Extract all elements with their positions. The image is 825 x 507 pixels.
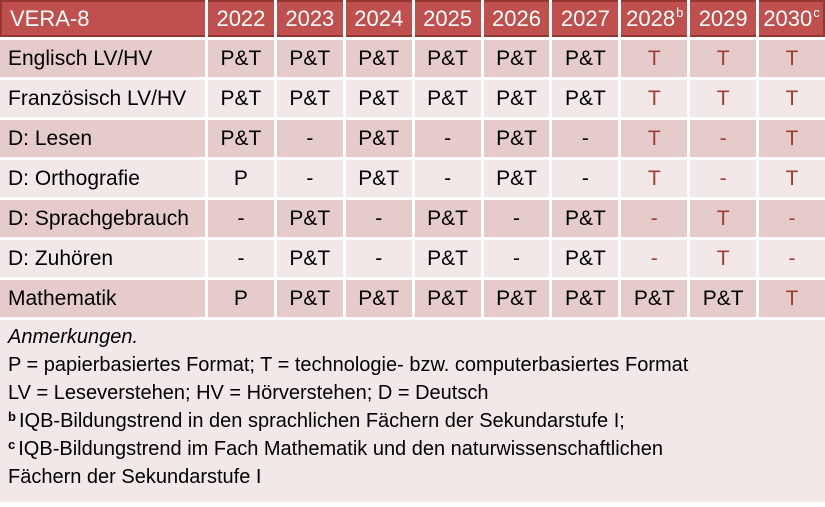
cell-d-sprachgebrauch-2029: T [690,200,757,237]
cell-englisch-lv-hv-2030: T [759,40,825,77]
col-header-2030: 2030 c [759,0,825,37]
cell-mathematik-2023: P&T [276,280,343,317]
cell-d-zuh-ren-2024: - [345,240,412,277]
notes-section: Anmerkungen. P = papierbasiertes Format;… [0,320,825,502]
cell-d-sprachgebrauch-2027: P&T [552,200,619,237]
cell-d-lesen-2026: P&T [483,120,550,157]
cell-d-lesen-2027: - [552,120,619,157]
cell-d-orthografie-2028: T [621,160,688,197]
row-label-d-orthografie: D: Orthografie [0,160,205,197]
cell-d-sprachgebrauch-2023: P&T [276,200,343,237]
cell-franz-sisch-lv-hv-2029: T [690,80,757,117]
cell-d-orthografie-2025: - [414,160,481,197]
cell-englisch-lv-hv-2029: T [690,40,757,77]
cell-d-lesen-2022: P&T [208,120,274,157]
cell-mathematik-2029: P&T [690,280,757,317]
cell-englisch-lv-hv-2023: P&T [276,40,343,77]
cell-d-sprachgebrauch-2026: - [483,200,550,237]
cell-franz-sisch-lv-hv-2025: P&T [414,80,481,117]
cell-mathematik-2026: P&T [483,280,550,317]
cell-mathematik-2025: P&T [414,280,481,317]
vera8-table: VERA-8 2022 2023 2024 2025 2026 2027 2028 b 2029 2… [0,0,825,317]
cell-d-sprachgebrauch-2022: - [208,200,274,237]
cell-d-orthografie-2027: - [552,160,619,197]
cell-mathematik-2022: P [208,280,274,317]
cell-d-zuh-ren-2022: - [208,240,274,277]
cell-d-orthografie-2022: P [208,160,274,197]
col-header-2026: 2026 [483,0,550,37]
cell-franz-sisch-lv-hv-2030: T [759,80,825,117]
row-label-d-zuh-ren: D: Zuhören [0,240,205,277]
cell-franz-sisch-lv-hv-2024: P&T [345,80,412,117]
cell-englisch-lv-hv-2025: P&T [414,40,481,77]
cell-d-orthografie-2024: P&T [345,160,412,197]
cell-d-zuh-ren-2027: P&T [552,240,619,277]
cell-d-zuh-ren-2030: - [759,240,825,277]
row-label-mathematik: Mathematik [0,280,205,317]
note-line-5: Fächern der Sekundarstufe I [8,466,262,488]
cell-d-orthografie-2026: P&T [483,160,550,197]
cell-d-zuh-ren-2025: P&T [414,240,481,277]
cell-englisch-lv-hv-2024: P&T [345,40,412,77]
cell-d-zuh-ren-2023: P&T [276,240,343,277]
row-label-d-lesen: D: Lesen [0,120,205,157]
col-header-2023: 2023 [276,0,343,37]
cell-d-orthografie-2030: T [759,160,825,197]
cell-d-lesen-2024: P&T [345,120,412,157]
cell-d-lesen-2025: - [414,120,481,157]
cell-d-zuh-ren-2026: - [483,240,550,277]
note-line-2: LV = Leseverstehen; HV = Hörverstehen; D… [8,382,489,404]
row-label-d-sprachgebrauch: D: Sprachgebrauch [0,200,205,237]
col-header-2022: 2022 [208,0,274,37]
note-footnote-marker: c [8,437,16,452]
cell-franz-sisch-lv-hv-2022: P&T [208,80,274,117]
cell-mathematik-2028: P&T [621,280,688,317]
note-footnote-marker: b [8,409,16,424]
cell-englisch-lv-hv-2028: T [621,40,688,77]
row-label-franz-sisch-lv-hv: Französisch LV/HV [0,80,205,117]
cell-d-zuh-ren-2028: - [621,240,688,277]
cell-englisch-lv-hv-2026: P&T [483,40,550,77]
col-header-2024: 2024 [345,0,412,37]
col-header-2029: 2029 [690,0,757,37]
table-title: VERA-8 [0,0,205,37]
cell-englisch-lv-hv-2022: P&T [208,40,274,77]
note-line-4: c IQB-Bildungstrend im Fach Mathematik un… [8,437,663,460]
col-header-2028: 2028 b [621,0,688,37]
cell-englisch-lv-hv-2027: P&T [552,40,619,77]
col-header-2027: 2027 [552,0,619,37]
cell-d-sprachgebrauch-2024: - [345,200,412,237]
row-label-englisch-lv-hv: Englisch LV/HV [0,40,205,77]
cell-d-sprachgebrauch-2028: - [621,200,688,237]
cell-d-zuh-ren-2029: T [690,240,757,277]
cell-d-sprachgebrauch-2030: - [759,200,825,237]
cell-d-orthografie-2023: - [276,160,343,197]
cell-d-sprachgebrauch-2025: P&T [414,200,481,237]
cell-d-lesen-2030: T [759,120,825,157]
col-header-2025: 2025 [414,0,481,37]
cell-franz-sisch-lv-hv-2026: P&T [483,80,550,117]
notes-title: Anmerkungen. [8,326,139,348]
cell-d-lesen-2029: - [690,120,757,157]
cell-d-orthografie-2029: - [690,160,757,197]
cell-mathematik-2030: T [759,280,825,317]
cell-mathematik-2027: P&T [552,280,619,317]
note-line-3: b IQB-Bildungstrend in den sprachlichen F… [8,409,625,432]
cell-mathematik-2024: P&T [345,280,412,317]
cell-franz-sisch-lv-hv-2023: P&T [276,80,343,117]
note-line-1: P = papierbasiertes Format; T = technolo… [8,354,689,376]
cell-d-lesen-2028: T [621,120,688,157]
cell-franz-sisch-lv-hv-2027: P&T [552,80,619,117]
cell-d-lesen-2023: - [276,120,343,157]
cell-franz-sisch-lv-hv-2028: T [621,80,688,117]
